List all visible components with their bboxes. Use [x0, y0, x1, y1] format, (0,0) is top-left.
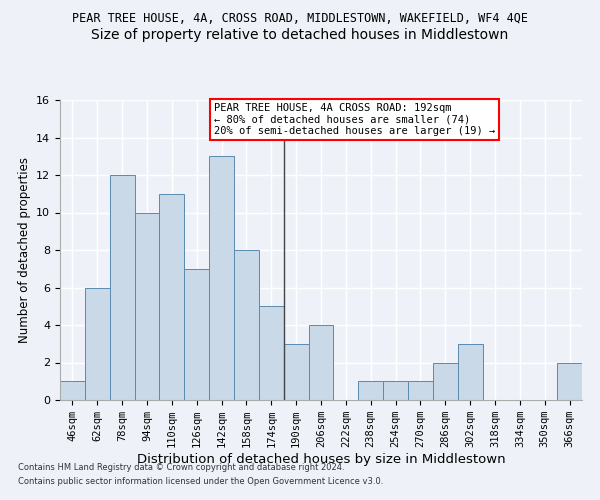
Text: PEAR TREE HOUSE, 4A CROSS ROAD: 192sqm
← 80% of detached houses are smaller (74): PEAR TREE HOUSE, 4A CROSS ROAD: 192sqm ←…	[214, 103, 495, 136]
Bar	[557, 362, 582, 400]
Bar	[383, 381, 408, 400]
Bar	[60, 381, 85, 400]
Y-axis label: Number of detached properties: Number of detached properties	[17, 157, 31, 343]
Bar	[408, 381, 433, 400]
Bar	[458, 344, 482, 400]
Text: Size of property relative to detached houses in Middlestown: Size of property relative to detached ho…	[91, 28, 509, 42]
Bar	[284, 344, 308, 400]
Text: Contains HM Land Registry data © Crown copyright and database right 2024.: Contains HM Land Registry data © Crown c…	[18, 464, 344, 472]
Bar	[110, 175, 134, 400]
Bar	[209, 156, 234, 400]
Bar	[184, 269, 209, 400]
Bar	[308, 325, 334, 400]
Bar	[160, 194, 184, 400]
Text: Contains public sector information licensed under the Open Government Licence v3: Contains public sector information licen…	[18, 477, 383, 486]
Bar	[259, 306, 284, 400]
X-axis label: Distribution of detached houses by size in Middlestown: Distribution of detached houses by size …	[137, 453, 505, 466]
Bar	[134, 212, 160, 400]
Bar	[358, 381, 383, 400]
Bar	[85, 288, 110, 400]
Text: PEAR TREE HOUSE, 4A, CROSS ROAD, MIDDLESTOWN, WAKEFIELD, WF4 4QE: PEAR TREE HOUSE, 4A, CROSS ROAD, MIDDLES…	[72, 12, 528, 26]
Bar	[433, 362, 458, 400]
Bar	[234, 250, 259, 400]
